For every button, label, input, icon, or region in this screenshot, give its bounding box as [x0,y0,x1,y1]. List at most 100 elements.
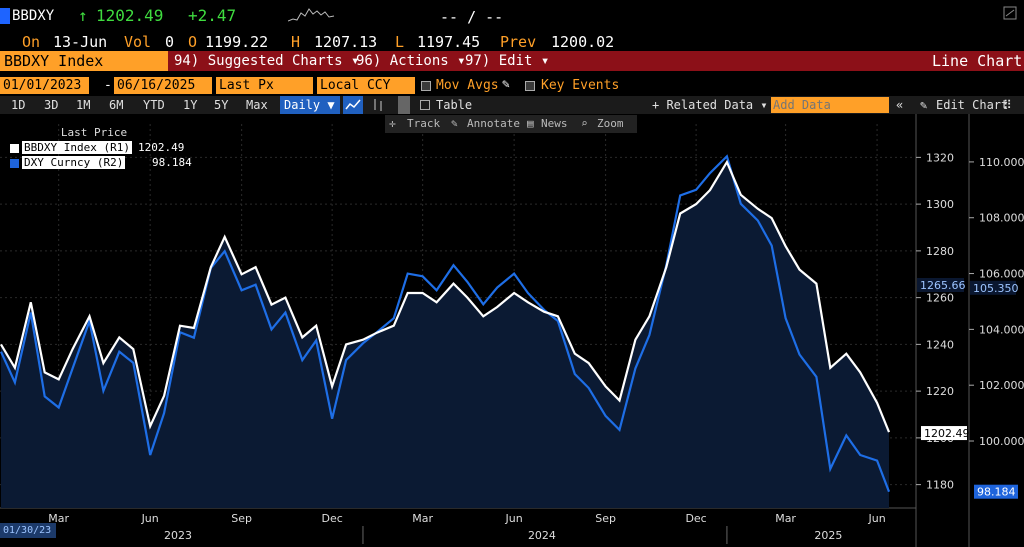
chart-tools-bar: ✛ Track ✎ Annotate ▤ News ⌕ Zoom [385,115,637,133]
r2-tick-label: 106.000 [979,268,1024,281]
legend-value-bbdxy: 1202.49 [138,141,185,154]
legend-label-dxy: DXY Curncy (R2) [22,156,126,169]
security-field[interactable]: BBDXY Index [0,51,168,71]
view-title: Line Chart [932,52,1023,70]
zoom-icon: ⌕ [581,117,588,130]
ticker-symbol[interactable]: BBDXY [12,8,55,24]
frequency-select[interactable]: Daily ▼ [280,96,340,114]
r1-marker-label: 1265.66 [920,279,966,292]
period-1y[interactable]: 1Y [183,98,198,112]
bbdxy-series-line [0,159,891,433]
chart-type-dropdown-icon[interactable] [398,96,410,114]
quote-date: 13-Jun [53,33,108,51]
track-button[interactable]: Track [407,117,441,130]
vol-label: Vol [124,33,152,51]
x-year-label: 2023 [164,529,192,542]
more-icon[interactable]: ⠿ [1003,98,1012,112]
sparkline-icon [288,8,335,22]
dxy-series-line [0,154,891,493]
field-select[interactable]: Last Px [216,77,313,94]
r1-last-label: 1202.49 [924,427,970,440]
line-chart[interactable]: 118012001220124012601280130013201265.661… [0,114,1024,547]
open-value: 1199.22 [205,33,269,51]
r1-tick-label: 1300 [926,198,954,211]
period-5y[interactable]: 5Y [214,98,229,112]
currency-dropdown-arrow-icon[interactable] [407,77,415,94]
r2-tick-label: 104.000 [979,323,1024,336]
date-separator: - [104,78,112,93]
edit-menu[interactable]: 97) Edit ▾ [465,53,550,69]
period-1d[interactable]: 1D [11,98,26,112]
related-data-button[interactable]: + Related Data ▾ [652,98,768,112]
x-month-label: Jun [867,512,885,525]
pencil-icon[interactable]: ✎ [502,77,510,92]
r2-tick-label: 100.000 [979,435,1024,448]
table-checkbox[interactable] [420,100,430,110]
currency-select[interactable]: Local CCY [317,77,410,94]
period-6m[interactable]: 6M [109,98,124,112]
news-icon: ▤ [527,117,534,130]
news-button[interactable]: News [541,117,568,130]
x-month-label: Mar [412,512,433,525]
line-chart-type-icon[interactable] [343,96,363,114]
r2-marker-label: 105.350 [973,282,1019,295]
edit-chart-button[interactable]: Edit Chart [936,98,1009,112]
ticker-header: BBDXY ↑ 1202.49 +2.47 -- / -- [0,0,1024,33]
r1-axis: 118012001220124012601280130013201265.661… [916,151,970,492]
r1-marker-label-bg [917,278,964,293]
price-change: +2.47 [188,6,237,25]
mov-avgs-checkbox[interactable] [421,81,431,91]
legend-item-dxy[interactable]: DXY Curncy (R2) 98.184 [4,156,192,170]
end-date-input[interactable]: 06/16/2025 [114,77,212,94]
x-month-label: Jun [141,512,159,525]
collapse-icon[interactable]: « [896,98,904,112]
r2-last-label: 98.184 [977,486,1016,499]
period-3d[interactable]: 3D [44,98,59,112]
chart-settings-icon[interactable] [1003,6,1017,20]
prev-label: Prev [500,33,537,51]
legend-swatch-bbdxy [10,144,19,153]
period-max[interactable]: Max [246,98,268,112]
x-month-label: Dec [321,512,342,525]
r2-tick-label: 110.000 [979,156,1024,169]
start-date-input[interactable]: 01/01/2023 [0,77,89,94]
table-label[interactable]: Table [436,98,473,112]
x-month-label: Sep [595,512,616,525]
chart-settings-bar: 01/01/2023 - 06/16/2025 Last Px Local CC… [0,77,1024,95]
on-label: On [22,33,41,51]
x-month-label: Jun [505,512,523,525]
annotate-button[interactable]: Annotate [467,117,520,130]
chart-toolbar: 1D 3D 1M 6M YTD 1Y 5Y Max Daily ▼ Table … [0,96,1024,114]
actions-menu[interactable]: 96) Actions ▾ [356,53,466,69]
legend-value-dxy: 98.184 [152,156,192,169]
r1-tick-label: 1260 [926,292,954,305]
bbdxy-area-fill [1,162,889,508]
up-arrow-icon: ↑ [78,6,88,25]
track-icon: ✛ [389,117,396,130]
key-events-label: Key Events [541,78,620,93]
edit-chart-pencil-icon: ✎ [920,98,928,112]
r1-tick-label: 1240 [926,338,954,351]
high-label: H [291,33,301,51]
r2-axis: 100.000 102.000 104.000 106.000 108.000 110.0… [969,156,1024,499]
menu-bar: BBDXY Index 94) Suggested Charts ▾ 96) A… [0,51,1024,71]
x-month-label: Mar [48,512,69,525]
x-month-label: Dec [685,512,706,525]
x-month-label: Mar [775,512,796,525]
mov-avgs-label: Mov Avgs [436,78,499,93]
legend-label-bbdxy: BBDXY Index (R1) [22,141,132,154]
legend-swatch-dxy [10,159,19,168]
add-data-input[interactable] [771,97,889,113]
x-axis: Mar Jun Sep Dec Mar Jun Sep Dec Mar Jun 2023 2024 20… [48,512,886,544]
r2-tick-label: 108.000 [979,212,1024,225]
date-stamp: 01/30/23 [0,523,56,538]
legend-item-bbdxy[interactable]: BBDXY Index (R1) 1202.49 [4,141,186,155]
suggested-charts-menu[interactable]: 94) Suggested Charts ▾ [174,53,360,69]
zoom-button[interactable]: Zoom [597,117,624,130]
low-label: L [395,33,405,51]
bar-chart-type-icon[interactable] [370,96,386,114]
period-1m[interactable]: 1M [76,98,91,112]
period-ytd[interactable]: YTD [143,98,165,112]
key-events-checkbox[interactable] [525,81,535,91]
quote-details: On 13-Jun Vol 0 O 1199.22 H 1207.13 L 11… [0,33,1024,51]
